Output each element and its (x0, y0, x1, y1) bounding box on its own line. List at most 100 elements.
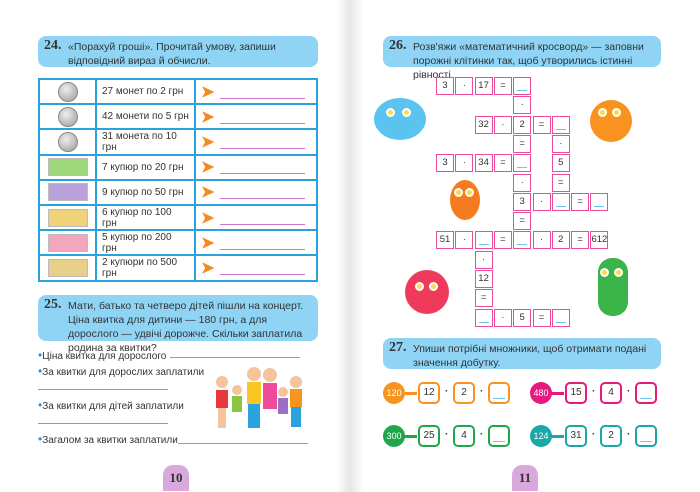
crossword-cell: 5 (551, 154, 570, 173)
money-image-cell (38, 103, 97, 131)
family-illustration (216, 367, 302, 428)
bullet-total-paid: •Загалом за квитки заплатили (38, 432, 178, 446)
answer-line[interactable] (220, 185, 306, 200)
crossword-cell: = (532, 115, 551, 134)
crossword-cell: · (551, 134, 570, 153)
answer-line[interactable] (220, 85, 306, 99)
red-furry-monster-illustration (405, 270, 449, 314)
money-row: 6 купюр по 100 грн ➤ (38, 203, 318, 232)
missing-factor-box[interactable] (488, 425, 510, 447)
crossword-blank-cell[interactable] (474, 308, 493, 327)
task-24-header: 24. «Порахуй гроші». Прочитай умову, зап… (38, 36, 318, 67)
answer-line[interactable] (220, 110, 306, 124)
factor-box: 31 (565, 425, 587, 447)
task-number: 25. (44, 297, 62, 312)
crossword-blank-cell[interactable] (513, 154, 532, 173)
crossword-cell: 3 (513, 192, 532, 211)
arrow-icon: ➤ (201, 209, 215, 227)
arrow-icon: ➤ (201, 159, 215, 177)
crossword-blank-cell[interactable] (590, 192, 609, 211)
bullet-children-paid: •За квитки для дітей заплатили (38, 398, 184, 412)
crossword-cell: = (571, 192, 590, 211)
crossword-cell: · (455, 231, 474, 250)
task-number: 27. (389, 340, 407, 355)
answer-line[interactable] (220, 261, 306, 275)
arrow-icon: ➤ (201, 133, 215, 151)
money-row: 31 монета по 10 грн ➤ (38, 128, 318, 156)
money-label: 6 купюр по 100 грн (95, 203, 196, 232)
money-label: 5 купюр по 200 грн (95, 229, 196, 257)
multiply-sign: · (592, 429, 596, 440)
banknote-20-icon (47, 158, 88, 177)
crossword-cell: = (551, 173, 570, 192)
crossword-cell: · (493, 308, 512, 327)
answer-line[interactable] (178, 432, 308, 444)
answer-line[interactable] (38, 412, 168, 424)
task-number: 26. (389, 38, 407, 53)
arrow-connector-icon (550, 435, 564, 438)
crossword-cell: = (513, 134, 532, 153)
answer-cell: ➤ (194, 254, 318, 282)
product-bubble: 480 (530, 382, 552, 404)
crossword-blank-cell[interactable] (551, 192, 570, 211)
bullet-text: Ціна квитка для дорослого (42, 351, 167, 362)
bullet-text: Загалом за квитки заплатили (42, 435, 178, 446)
money-row: 5 купюр по 200 грн ➤ (38, 229, 318, 257)
multiply-sign: · (480, 429, 484, 440)
banknote-50-icon (47, 183, 88, 202)
money-row: 7 купюр по 20 грн ➤ (38, 153, 318, 181)
task-number: 24. (44, 38, 62, 53)
orange-small-monster-illustration (450, 180, 480, 220)
arrow-connector-icon (403, 435, 417, 438)
crossword-cell: 17 (474, 77, 493, 95)
answer-cell: ➤ (194, 128, 318, 156)
answer-line[interactable] (220, 160, 306, 175)
page-number: 10 (163, 465, 189, 491)
arrow-icon: ➤ (201, 108, 215, 126)
crossword-blank-cell[interactable] (551, 115, 570, 134)
crossword-blank-cell[interactable] (513, 77, 532, 95)
answer-line[interactable] (220, 135, 306, 149)
multiply-sign: · (627, 429, 631, 440)
crossword-cell: 3 (436, 77, 454, 95)
answer-line[interactable] (38, 378, 168, 390)
crossword-cell: = (532, 308, 551, 327)
money-label: 7 купюр по 20 грн (95, 153, 196, 181)
coin-2-icon (57, 81, 78, 102)
multiply-sign: · (627, 386, 631, 397)
multiply-sign: · (445, 386, 449, 397)
answer-cell: ➤ (194, 103, 318, 131)
bullet-adults-paid: •За квитки для дорослих заплатили (38, 364, 205, 378)
coin-5-icon (57, 106, 78, 127)
missing-factor-box[interactable] (488, 382, 510, 404)
arrow-icon: ➤ (201, 83, 215, 101)
page-number: 11 (512, 465, 538, 491)
money-image-cell (38, 153, 97, 181)
crossword-cell: 612 (590, 231, 609, 250)
coin-10-icon (57, 131, 78, 152)
crossword-blank-cell[interactable] (551, 308, 570, 327)
crossword-blank-cell[interactable] (474, 231, 493, 250)
money-label: 42 монети по 5 грн (95, 103, 196, 131)
factor-box: 25 (418, 425, 440, 447)
answer-line[interactable] (170, 346, 300, 358)
crossword-cell: = (474, 289, 493, 308)
crossword-cell: · (513, 173, 532, 192)
crossword-cell: 51 (436, 231, 454, 250)
answer-line[interactable] (220, 236, 306, 250)
bullet-adult-price: •Ціна квитка для дорослого (38, 348, 167, 362)
task-26-header: 26. Розв'яжи «математичний кросворд» — з… (383, 36, 661, 81)
crossword-blank-cell[interactable] (513, 231, 532, 250)
missing-factor-box[interactable] (635, 425, 657, 447)
crossword-cell: 2 (551, 231, 570, 250)
blue-monster-illustration (374, 98, 426, 140)
factor-box: 4 (600, 382, 622, 404)
crossword-cell: · (513, 96, 532, 115)
answer-line[interactable] (220, 211, 306, 225)
multiply-sign: · (592, 386, 596, 397)
missing-factor-box[interactable] (635, 382, 657, 404)
answer-cell: ➤ (194, 203, 318, 232)
money-image-cell (38, 203, 97, 232)
crossword-cell: 32 (474, 115, 493, 134)
task-27-header: 27. Упиши потрібні множники, щоб отримат… (383, 338, 661, 369)
